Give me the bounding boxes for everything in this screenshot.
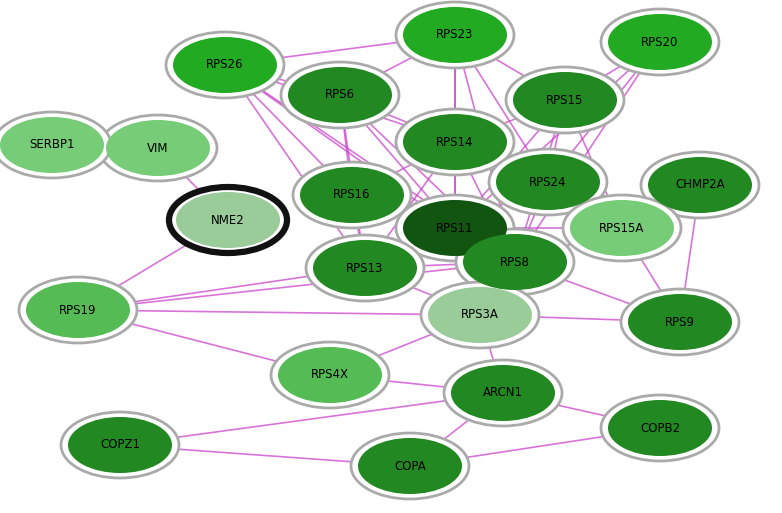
Text: COPA: COPA — [394, 460, 426, 472]
Ellipse shape — [489, 149, 607, 215]
Ellipse shape — [513, 72, 617, 128]
Text: RPS19: RPS19 — [59, 304, 97, 317]
Text: RPS23: RPS23 — [436, 29, 474, 42]
Ellipse shape — [641, 152, 759, 218]
Ellipse shape — [281, 62, 399, 128]
Ellipse shape — [648, 157, 752, 213]
Ellipse shape — [61, 412, 179, 478]
Text: RPS24: RPS24 — [529, 175, 567, 188]
Text: RPS3A: RPS3A — [461, 308, 499, 322]
Ellipse shape — [358, 438, 462, 494]
Ellipse shape — [428, 287, 532, 343]
Ellipse shape — [444, 360, 562, 426]
Ellipse shape — [563, 195, 681, 261]
Text: RPS26: RPS26 — [206, 58, 244, 71]
Ellipse shape — [608, 400, 712, 456]
Ellipse shape — [403, 7, 507, 63]
Text: COPB2: COPB2 — [640, 422, 680, 435]
Text: RPS13: RPS13 — [346, 262, 384, 274]
Ellipse shape — [26, 282, 130, 338]
Ellipse shape — [570, 200, 674, 256]
Ellipse shape — [396, 109, 514, 175]
Ellipse shape — [506, 67, 624, 133]
Text: RPS14: RPS14 — [436, 135, 474, 148]
Ellipse shape — [628, 294, 732, 350]
Ellipse shape — [351, 433, 469, 499]
Ellipse shape — [463, 234, 567, 290]
Ellipse shape — [313, 240, 417, 296]
Ellipse shape — [166, 32, 284, 98]
Ellipse shape — [300, 167, 404, 223]
Ellipse shape — [306, 235, 424, 301]
Text: RPS8: RPS8 — [500, 255, 530, 268]
Ellipse shape — [169, 187, 287, 253]
Ellipse shape — [396, 2, 514, 68]
Text: RPS15: RPS15 — [547, 93, 583, 107]
Text: COPZ1: COPZ1 — [100, 439, 140, 451]
Ellipse shape — [496, 154, 600, 210]
Text: CHMP2A: CHMP2A — [675, 179, 725, 191]
Text: RPS9: RPS9 — [665, 315, 695, 328]
Text: RPS11: RPS11 — [436, 222, 474, 234]
Text: SERBP1: SERBP1 — [29, 139, 75, 151]
Ellipse shape — [271, 342, 389, 408]
Ellipse shape — [621, 289, 739, 355]
Text: NME2: NME2 — [211, 213, 245, 227]
Ellipse shape — [451, 365, 555, 421]
Ellipse shape — [99, 115, 217, 181]
Ellipse shape — [176, 192, 280, 248]
Ellipse shape — [0, 112, 111, 178]
Ellipse shape — [403, 200, 507, 256]
Ellipse shape — [278, 347, 382, 403]
Ellipse shape — [68, 417, 172, 473]
Text: RPS15A: RPS15A — [599, 222, 644, 234]
Ellipse shape — [0, 117, 104, 173]
Text: RPS4X: RPS4X — [311, 368, 349, 382]
Text: RPS16: RPS16 — [333, 188, 371, 202]
Text: VIM: VIM — [147, 142, 169, 154]
Ellipse shape — [396, 195, 514, 261]
Ellipse shape — [288, 67, 392, 123]
Ellipse shape — [421, 282, 539, 348]
Text: RPS20: RPS20 — [641, 35, 679, 49]
Ellipse shape — [403, 114, 507, 170]
Ellipse shape — [601, 395, 719, 461]
Text: RPS6: RPS6 — [325, 89, 355, 102]
Ellipse shape — [293, 162, 411, 228]
Ellipse shape — [173, 37, 277, 93]
Text: ARCN1: ARCN1 — [483, 386, 523, 400]
Ellipse shape — [608, 14, 712, 70]
Ellipse shape — [19, 277, 137, 343]
Ellipse shape — [601, 9, 719, 75]
Ellipse shape — [456, 229, 574, 295]
Ellipse shape — [106, 120, 210, 176]
